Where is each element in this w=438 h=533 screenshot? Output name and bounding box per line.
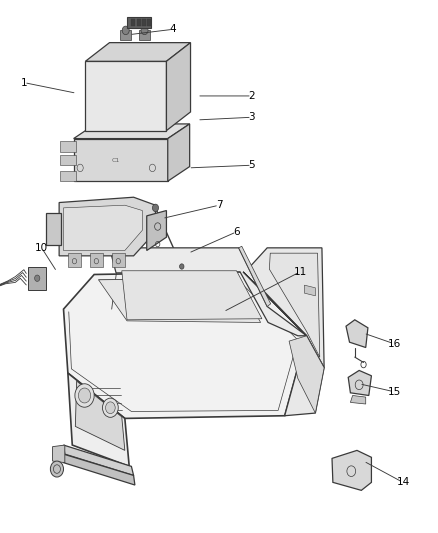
Bar bbox=[131, 19, 135, 26]
Polygon shape bbox=[75, 381, 125, 450]
Text: 5: 5 bbox=[248, 160, 255, 170]
Polygon shape bbox=[168, 124, 190, 181]
Polygon shape bbox=[90, 253, 103, 266]
Polygon shape bbox=[289, 336, 324, 413]
Polygon shape bbox=[348, 370, 371, 395]
Circle shape bbox=[102, 398, 118, 417]
Polygon shape bbox=[127, 17, 151, 28]
Polygon shape bbox=[60, 171, 76, 181]
Circle shape bbox=[78, 388, 91, 403]
Circle shape bbox=[152, 204, 159, 212]
Circle shape bbox=[180, 264, 184, 269]
Text: 15: 15 bbox=[388, 387, 401, 397]
Polygon shape bbox=[304, 285, 315, 296]
Polygon shape bbox=[350, 395, 366, 404]
Polygon shape bbox=[166, 43, 191, 131]
Polygon shape bbox=[112, 253, 125, 266]
Polygon shape bbox=[85, 61, 166, 131]
Text: 2: 2 bbox=[248, 91, 255, 101]
Text: 14: 14 bbox=[396, 478, 410, 487]
Polygon shape bbox=[332, 450, 371, 490]
Polygon shape bbox=[46, 213, 61, 245]
Polygon shape bbox=[60, 141, 76, 152]
Bar bbox=[137, 19, 141, 26]
Text: 11: 11 bbox=[293, 267, 307, 277]
Polygon shape bbox=[64, 454, 135, 485]
Polygon shape bbox=[147, 211, 166, 251]
Polygon shape bbox=[243, 272, 324, 416]
Circle shape bbox=[75, 384, 94, 407]
Polygon shape bbox=[85, 43, 191, 61]
Polygon shape bbox=[269, 253, 320, 357]
Polygon shape bbox=[74, 124, 190, 139]
Text: 3: 3 bbox=[248, 112, 255, 122]
Bar bbox=[142, 19, 146, 26]
Polygon shape bbox=[64, 272, 307, 418]
Circle shape bbox=[106, 402, 115, 414]
Text: C1: C1 bbox=[112, 158, 120, 163]
Circle shape bbox=[35, 275, 40, 281]
Circle shape bbox=[122, 26, 129, 35]
Polygon shape bbox=[68, 373, 129, 466]
Text: 6: 6 bbox=[233, 227, 240, 237]
Polygon shape bbox=[346, 320, 368, 348]
Polygon shape bbox=[60, 155, 76, 165]
Circle shape bbox=[141, 26, 148, 35]
Text: 16: 16 bbox=[388, 339, 401, 349]
Polygon shape bbox=[53, 445, 65, 463]
Polygon shape bbox=[68, 253, 81, 266]
Polygon shape bbox=[139, 30, 150, 40]
Polygon shape bbox=[239, 246, 271, 306]
Polygon shape bbox=[245, 248, 324, 368]
Text: 4: 4 bbox=[170, 25, 177, 34]
Bar bbox=[147, 19, 151, 26]
Polygon shape bbox=[110, 248, 307, 336]
Polygon shape bbox=[99, 278, 261, 322]
Polygon shape bbox=[74, 139, 168, 181]
Text: 1: 1 bbox=[21, 78, 28, 87]
Polygon shape bbox=[64, 205, 142, 251]
Text: 10: 10 bbox=[35, 243, 48, 253]
Polygon shape bbox=[59, 197, 155, 256]
Text: 7: 7 bbox=[215, 200, 223, 210]
Circle shape bbox=[50, 461, 64, 477]
Polygon shape bbox=[120, 30, 131, 40]
Polygon shape bbox=[64, 445, 134, 475]
Polygon shape bbox=[122, 271, 262, 320]
Polygon shape bbox=[28, 266, 46, 290]
